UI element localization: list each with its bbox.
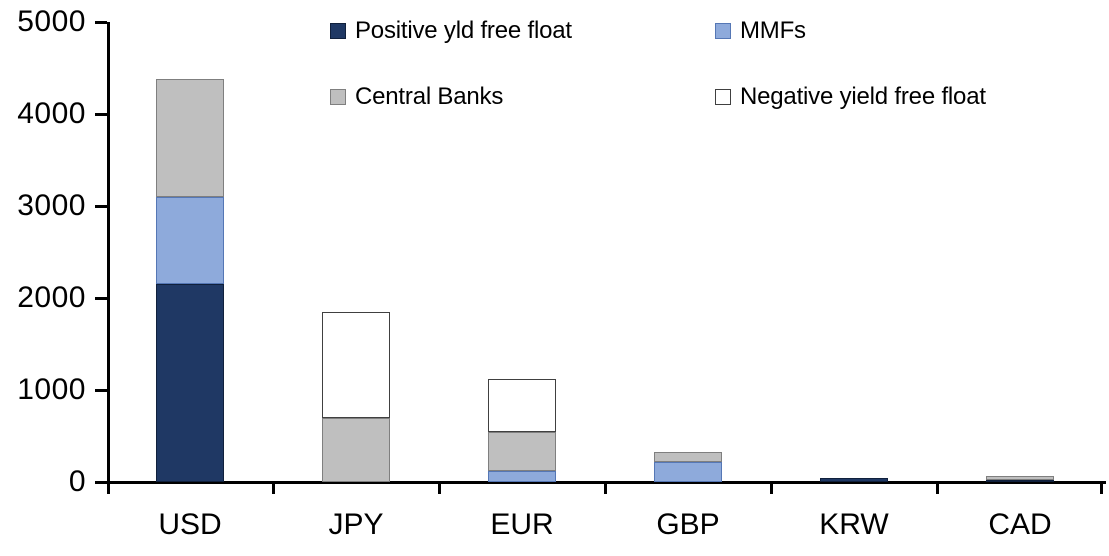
- legend-swatch-icon: [330, 23, 346, 39]
- y-axis-tick-label: 5000: [17, 5, 86, 38]
- y-axis-tick-label: 1000: [17, 373, 86, 406]
- bar-segment-jpy-negative-yield-free-float: [322, 311, 390, 418]
- x-tick-mark: [107, 482, 110, 494]
- bar-segment-krw-positive-yld-free-float: [820, 478, 888, 482]
- y-tick-mark: [95, 112, 107, 116]
- x-axis: [107, 481, 1106, 484]
- y-axis: [107, 22, 110, 482]
- legend-item-positive-yld-free-float: Positive yld free float: [330, 14, 572, 48]
- x-tick-mark: [1100, 482, 1103, 494]
- bar-segment-cad-positive-yld-free-float: [986, 479, 1054, 482]
- x-axis-category-label: JPY: [328, 508, 384, 541]
- y-axis-tick-label: 4000: [17, 97, 86, 130]
- y-tick-mark: [95, 480, 107, 484]
- y-tick-mark: [95, 20, 107, 24]
- legend-item-negative-yield-free-float: Negative yield free float: [715, 80, 986, 114]
- bar-segment-eur-negative-yield-free-float: [488, 378, 556, 433]
- x-tick-mark: [437, 482, 441, 494]
- x-axis-category-label: KRW: [819, 508, 889, 541]
- x-axis-category-label: GBP: [656, 508, 720, 541]
- legend-label: Positive yld free float: [355, 17, 572, 44]
- bar-segment-gbp-mmfs: [654, 462, 722, 482]
- y-axis-tick-label: 3000: [17, 189, 86, 222]
- x-tick-mark: [935, 482, 939, 494]
- bar-segment-jpy-central-banks: [322, 417, 390, 482]
- bar-segment-usd-central-banks: [156, 79, 224, 197]
- x-axis-category-label: CAD: [988, 508, 1052, 541]
- legend-item-mmfs: MMFs: [715, 14, 806, 48]
- y-axis-tick-label: 0: [68, 465, 86, 498]
- legend-item-central-banks: Central Banks: [330, 80, 503, 114]
- bar-segment-cad-central-banks: [986, 476, 1054, 480]
- y-tick-mark: [95, 388, 107, 392]
- legend-swatch-icon: [715, 23, 731, 39]
- bar-segment-usd-mmfs: [156, 196, 224, 285]
- bar-segment-eur-mmfs: [488, 471, 556, 482]
- y-tick-mark: [95, 296, 107, 300]
- legend-label: MMFs: [740, 17, 806, 44]
- bar-segment-eur-central-banks: [488, 432, 556, 472]
- x-tick-mark: [271, 482, 275, 494]
- legend-label: Negative yield free float: [740, 83, 986, 110]
- x-tick-mark: [769, 482, 773, 494]
- x-tick-mark: [603, 482, 607, 494]
- legend-swatch-icon: [715, 89, 731, 105]
- legend-label: Central Banks: [355, 83, 504, 110]
- legend-swatch-icon: [330, 89, 346, 105]
- y-tick-mark: [95, 204, 107, 208]
- bar-segment-usd-positive-yld-free-float: [156, 284, 224, 482]
- x-axis-category-label: USD: [158, 508, 222, 541]
- y-axis-tick-label: 2000: [17, 281, 86, 314]
- x-axis-category-label: EUR: [490, 508, 554, 541]
- bar-segment-gbp-central-banks: [654, 451, 722, 463]
